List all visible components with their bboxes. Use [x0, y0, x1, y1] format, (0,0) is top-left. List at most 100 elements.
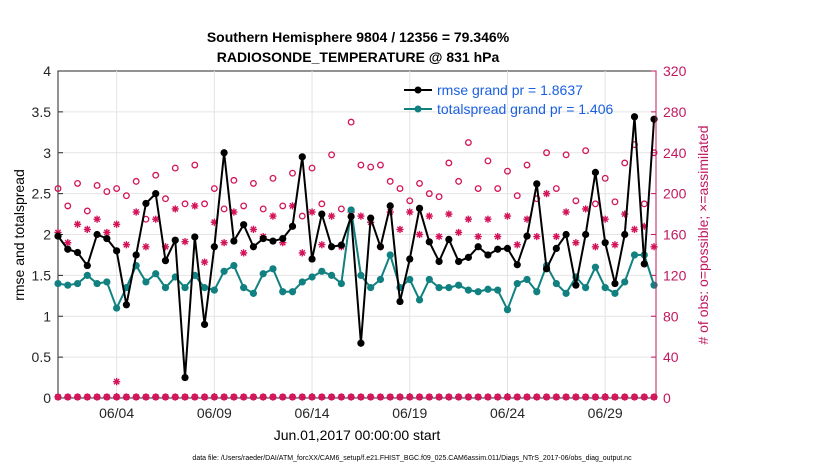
obs-assimilated-point: [93, 215, 101, 223]
obs-possible-point: [298, 212, 306, 220]
rmse-line-segment: [447, 239, 460, 262]
obs-possible-point: [171, 164, 179, 172]
totalspread-point: [406, 275, 414, 284]
rmse-line-segment: [389, 205, 401, 302]
totalspread-point: [103, 278, 111, 286]
obs-bottom-assimilated: [640, 393, 648, 401]
obs-assimilated-point: [406, 208, 414, 216]
totalspread-line-segment: [408, 279, 421, 301]
totalspread-line-segment: [252, 273, 265, 294]
obs-assimilated-point: [630, 225, 639, 233]
obs-possible-point: [396, 185, 404, 192]
obs-assimilated-point: [523, 215, 531, 223]
obs-possible-point: [54, 185, 62, 192]
obs-bottom-assimilated: [533, 393, 541, 401]
obs-bottom-assimilated: [288, 393, 297, 401]
totalspread-point: [591, 263, 600, 271]
rmse-point: [640, 260, 648, 268]
obs-bottom-assimilated: [542, 393, 551, 401]
obs-assimilated-point: [464, 215, 472, 223]
obs-bottom-assimilated: [357, 393, 365, 401]
obs-possible-point: [289, 169, 296, 177]
obs-bottom-assimilated: [152, 393, 160, 401]
rmse-line-segment: [418, 208, 431, 243]
rmse-point: [435, 257, 443, 266]
totalspread-point: [601, 284, 609, 292]
obs-bottom-assimilated: [308, 393, 316, 401]
totalspread-point: [181, 284, 189, 292]
rmse-line-segment: [438, 239, 450, 262]
x-tick-label: 06/09: [197, 405, 232, 421]
rmse-point: [288, 222, 297, 230]
obs-possible-point: [230, 176, 238, 184]
obs-possible-point: [504, 167, 511, 175]
obs-assimilated-point: [298, 249, 306, 257]
obs-bottom-assimilated: [523, 393, 531, 401]
obs-possible-point: [640, 200, 648, 208]
obs-bottom-assimilated: [572, 393, 580, 401]
obs-possible-point: [259, 205, 267, 213]
obs-assimilated-point: [503, 212, 512, 220]
obs-bottom-assimilated: [171, 393, 179, 401]
totalspread-point: [249, 289, 258, 297]
obs-assimilated-point: [191, 202, 199, 210]
obs-assimilated-point: [640, 222, 648, 230]
obs-possible-point: [328, 151, 336, 159]
obs-bottom-assimilated: [630, 393, 639, 401]
rmse-point: [161, 257, 170, 265]
rmse-point: [357, 339, 365, 347]
rmse-line-segment: [350, 216, 362, 344]
obs-bottom-assimilated: [425, 393, 433, 401]
obs-possible-point: [601, 174, 609, 182]
rmse-point: [64, 245, 72, 253]
obs-bottom-assimilated: [386, 393, 394, 401]
obs-bottom-assimilated: [347, 393, 355, 401]
obs-possible-point: [435, 193, 443, 201]
totalspread-point: [650, 281, 658, 289]
totalspread-line-segment: [623, 254, 636, 283]
obs-possible-point: [279, 202, 287, 210]
obs-bottom-assimilated: [415, 393, 424, 401]
totalspread-point: [288, 288, 297, 296]
obs-assimilated-point: [152, 215, 160, 223]
obs-possible-point: [582, 147, 590, 155]
totalspread-point: [152, 270, 160, 278]
obs-bottom-assimilated: [122, 393, 130, 401]
rmse-point: [396, 297, 404, 306]
obs-bottom-assimilated: [621, 393, 629, 401]
chart-title-line2: RADIOSONDE_TEMPERATURE @ 831 hPa: [217, 49, 500, 65]
rmse-point: [474, 243, 482, 251]
left-tick-label: 3.5: [32, 104, 52, 120]
obs-bottom-assimilated: [83, 393, 91, 401]
totalspread-point: [279, 288, 287, 296]
rmse-line-segment: [154, 193, 167, 261]
totalspread-line-segment: [418, 279, 431, 301]
totalspread-line-segment: [643, 254, 655, 286]
rmse-line-segment: [359, 218, 372, 344]
obs-possible-point: [611, 198, 619, 206]
obs-bottom-assimilated: [181, 393, 189, 401]
rmse-point: [298, 153, 306, 161]
totalspread-point: [142, 278, 150, 286]
right-tick-label: 120: [663, 267, 687, 283]
left-tick-label: 4: [43, 63, 51, 79]
left-tick-label: 1.5: [32, 267, 52, 283]
totalspread-point: [445, 284, 453, 292]
obs-assimilated-point: [161, 243, 170, 251]
obs-bottom-assimilated: [249, 393, 258, 401]
obs-possible-point: [523, 161, 531, 169]
right-tick-label: 40: [663, 349, 679, 365]
rmse-line-segment: [545, 247, 558, 270]
x-axis-label: Jun.01,2017 00:00:00 start: [274, 427, 441, 443]
rmse-line-segment: [565, 234, 577, 286]
x-axis-ticks: 06/04 06/09 06/14 06/19 06/24 06/29: [99, 393, 623, 421]
rmse-line-segment: [643, 119, 656, 264]
legend-spread-marker: [414, 105, 422, 113]
rmse-line-segment: [633, 116, 646, 264]
grid: [58, 71, 656, 398]
obs-assimilated-point: [474, 232, 482, 241]
obs-possible-point: [240, 202, 248, 210]
obs-possible-point: [367, 163, 375, 171]
rmse-line-segment: [535, 183, 548, 269]
totalspread-point: [347, 206, 355, 214]
